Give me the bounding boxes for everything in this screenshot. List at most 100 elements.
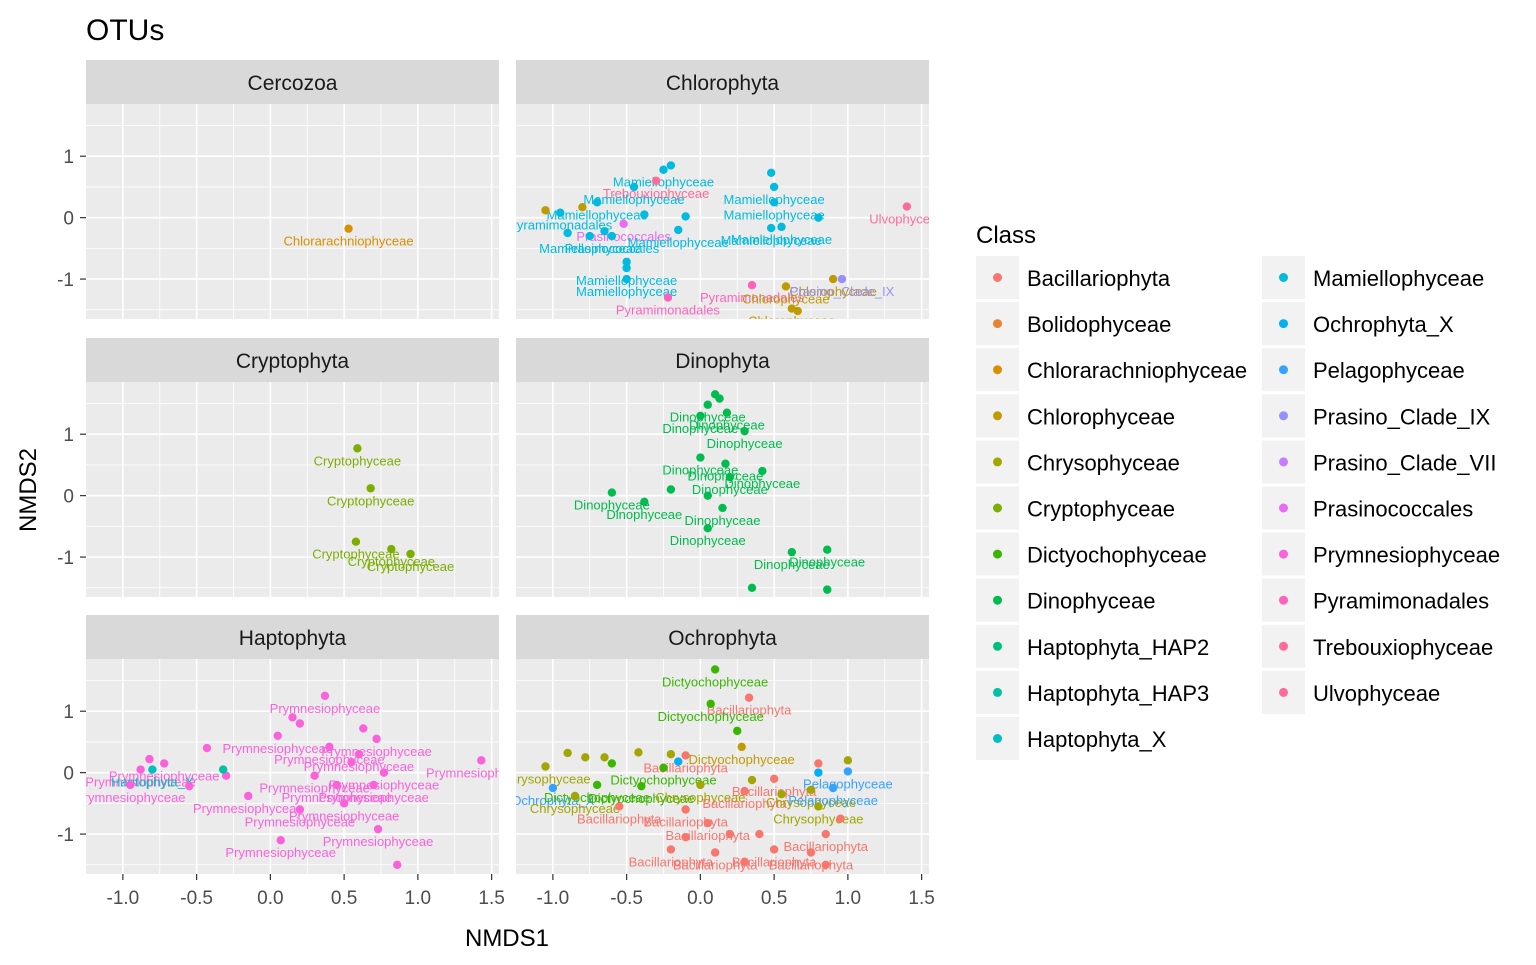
legend-label: Prasino_Clade_VII <box>1313 450 1496 475</box>
data-point-prymnesiophyceae <box>332 780 341 790</box>
point-label: Chrysophyceae <box>530 801 620 816</box>
data-point-mamiellophyceae <box>814 213 823 222</box>
point-label: Ulvophyceae <box>869 212 944 227</box>
data-point-bacillariophyta <box>666 845 676 854</box>
legend-item-trebouxiophyceae: Trebouxiophyceae <box>1262 624 1493 668</box>
data-point-prymnesiophyceae <box>126 780 135 790</box>
point-label: Chrysophyceae <box>773 811 863 826</box>
facet-plot-bg <box>86 104 499 319</box>
data-point-mamiellophyceae <box>592 198 602 207</box>
data-point-bacillariophyta <box>769 774 779 783</box>
facet-chlorophyta: ChlorophytaMamiellophyceaeTrebouxiophyce… <box>516 60 944 319</box>
data-point-prasino-clade-ix <box>837 274 847 284</box>
x-tick-label: 1.5 <box>908 888 934 909</box>
data-point-prymnesiophyceae <box>202 743 212 753</box>
data-point-chlorarachniophyceae <box>344 224 353 233</box>
point-label: Bacillariophyta <box>732 784 817 799</box>
data-point-dinophyceae <box>823 585 832 594</box>
data-point-chlorophyceae <box>793 306 802 316</box>
legend-key-dot <box>993 595 1002 605</box>
data-point-prymnesiophyceae <box>288 713 297 722</box>
legend-label: Bacillariophyta <box>1027 266 1171 291</box>
data-point-pelagophyceae <box>843 767 853 776</box>
data-point-dinophyceae <box>715 394 724 403</box>
point-label: Chrysophyceae <box>500 772 590 787</box>
data-point-prymnesiophyceae <box>273 731 282 740</box>
y-tick-label: -1 <box>57 825 74 846</box>
data-point-dictyochophyceae <box>706 699 715 709</box>
facet-strip <box>86 60 499 104</box>
data-point-mamiellophyceae <box>681 212 690 221</box>
data-point-mamiellophyceae <box>622 257 631 267</box>
data-point-mamiellophyceae <box>585 231 594 241</box>
data-point-prymnesiophyceae <box>373 824 383 834</box>
data-point-dinophyceae <box>703 491 712 500</box>
legend-item-ulvophyceae: Ulvophyceae <box>1262 670 1440 714</box>
data-point-dinophyceae <box>823 545 832 554</box>
point-label: Dinophyceae <box>688 469 764 484</box>
data-point-prasinococcales <box>619 219 628 228</box>
data-point-dinophyceae <box>758 466 767 476</box>
point-label: Bacillariophyta <box>707 703 792 718</box>
y-tick-label: 1 <box>63 147 74 168</box>
legend-item-cryptophyceae: Cryptophyceae <box>976 486 1175 530</box>
facet-grid <box>86 382 499 597</box>
legend-label: Chlorarachniophyceae <box>1027 358 1247 383</box>
point-label: Pelagophyceae <box>803 776 893 791</box>
data-point-prymnesiophyceae <box>276 836 285 845</box>
point-label: Mamiellophyceae <box>613 175 714 190</box>
facet-strip-label: Ochrophyta <box>668 627 777 650</box>
data-point-prymnesiophyceae <box>393 860 402 869</box>
data-point-bacillariophyta <box>703 818 712 828</box>
legend-label: Cryptophyceae <box>1027 497 1175 522</box>
data-point-ochrophyta-x <box>814 768 823 777</box>
data-point-bacillariophyta <box>681 805 690 814</box>
point-label: Mamiellophyceae <box>583 192 684 207</box>
legend-title: Class <box>976 222 1036 249</box>
data-point-chrysophyceae <box>843 756 853 765</box>
legend: Bacillariophyta Bolidophyceae Chlorarachni… <box>976 256 1500 760</box>
data-point-pyramimonadales <box>663 293 673 302</box>
data-point-cryptophyceae <box>406 549 415 559</box>
x-tick-label: 0.0 <box>687 888 713 909</box>
data-point-bacillariophyta <box>769 845 779 854</box>
facet-strip <box>516 60 929 104</box>
x-tick-label: 1.0 <box>405 888 431 909</box>
data-point-chlorophyceae <box>828 274 838 284</box>
data-point-bacillariophyta <box>821 860 830 869</box>
legend-item-bolidophyceae: Bolidophyceae <box>976 302 1171 346</box>
point-label: Bacillariophyta <box>673 858 758 873</box>
point-label: Prymnesiophyceae <box>259 781 370 796</box>
facet-points: CryptophyceaeCryptophyceaeCryptophyceaeC… <box>312 444 454 574</box>
point-label: Dinophyceae <box>670 533 746 548</box>
point-label: Cryptophyceae <box>312 547 399 562</box>
data-point-bacillariophyta <box>725 829 735 839</box>
legend-label: Haptophyta_HAP3 <box>1027 681 1209 706</box>
data-point-chrysophyceae <box>814 802 823 811</box>
data-point-ulvophyceae <box>902 202 912 211</box>
legend-item-prasino-clade-ix: Prasino_Clade_IX <box>1262 394 1491 438</box>
legend-key-dot <box>1279 319 1288 329</box>
data-point-prymnesiophyceae <box>372 734 381 744</box>
point-label: Chrysophyceae <box>766 795 856 810</box>
legend-label: Ulvophyceae <box>1313 681 1440 706</box>
data-point-dictyochophyceae <box>607 759 617 768</box>
facet-cercozoa: Cercozoa Chlorarachniophyceae <box>86 60 499 319</box>
data-point-mamiellophyceae <box>674 225 683 235</box>
point-label: Dinophyceae <box>707 436 783 451</box>
data-point-mamiellophyceae <box>666 161 676 170</box>
legend-item-chlorophyceae: Chlorophyceae <box>976 394 1175 438</box>
point-label: Prymnesiophyceae <box>193 801 304 816</box>
data-point-dinophyceae <box>696 411 705 420</box>
point-label: Mamiellophyceae <box>628 235 729 250</box>
y-axis-title: NMDS2 <box>15 448 42 532</box>
point-label: Bacillariophyta <box>702 796 787 811</box>
y-tick-label: 1 <box>63 425 74 446</box>
legend-key-dot <box>993 457 1002 467</box>
data-point-dinophyceae <box>747 583 757 592</box>
legend-label: Prymnesiophyceae <box>1313 543 1500 568</box>
point-label: Dinophyceae <box>724 476 800 491</box>
point-label: Chrysophyceae <box>655 790 745 805</box>
data-point-prymnesiophyceae <box>477 756 486 765</box>
facet-plot-bg <box>516 382 929 597</box>
